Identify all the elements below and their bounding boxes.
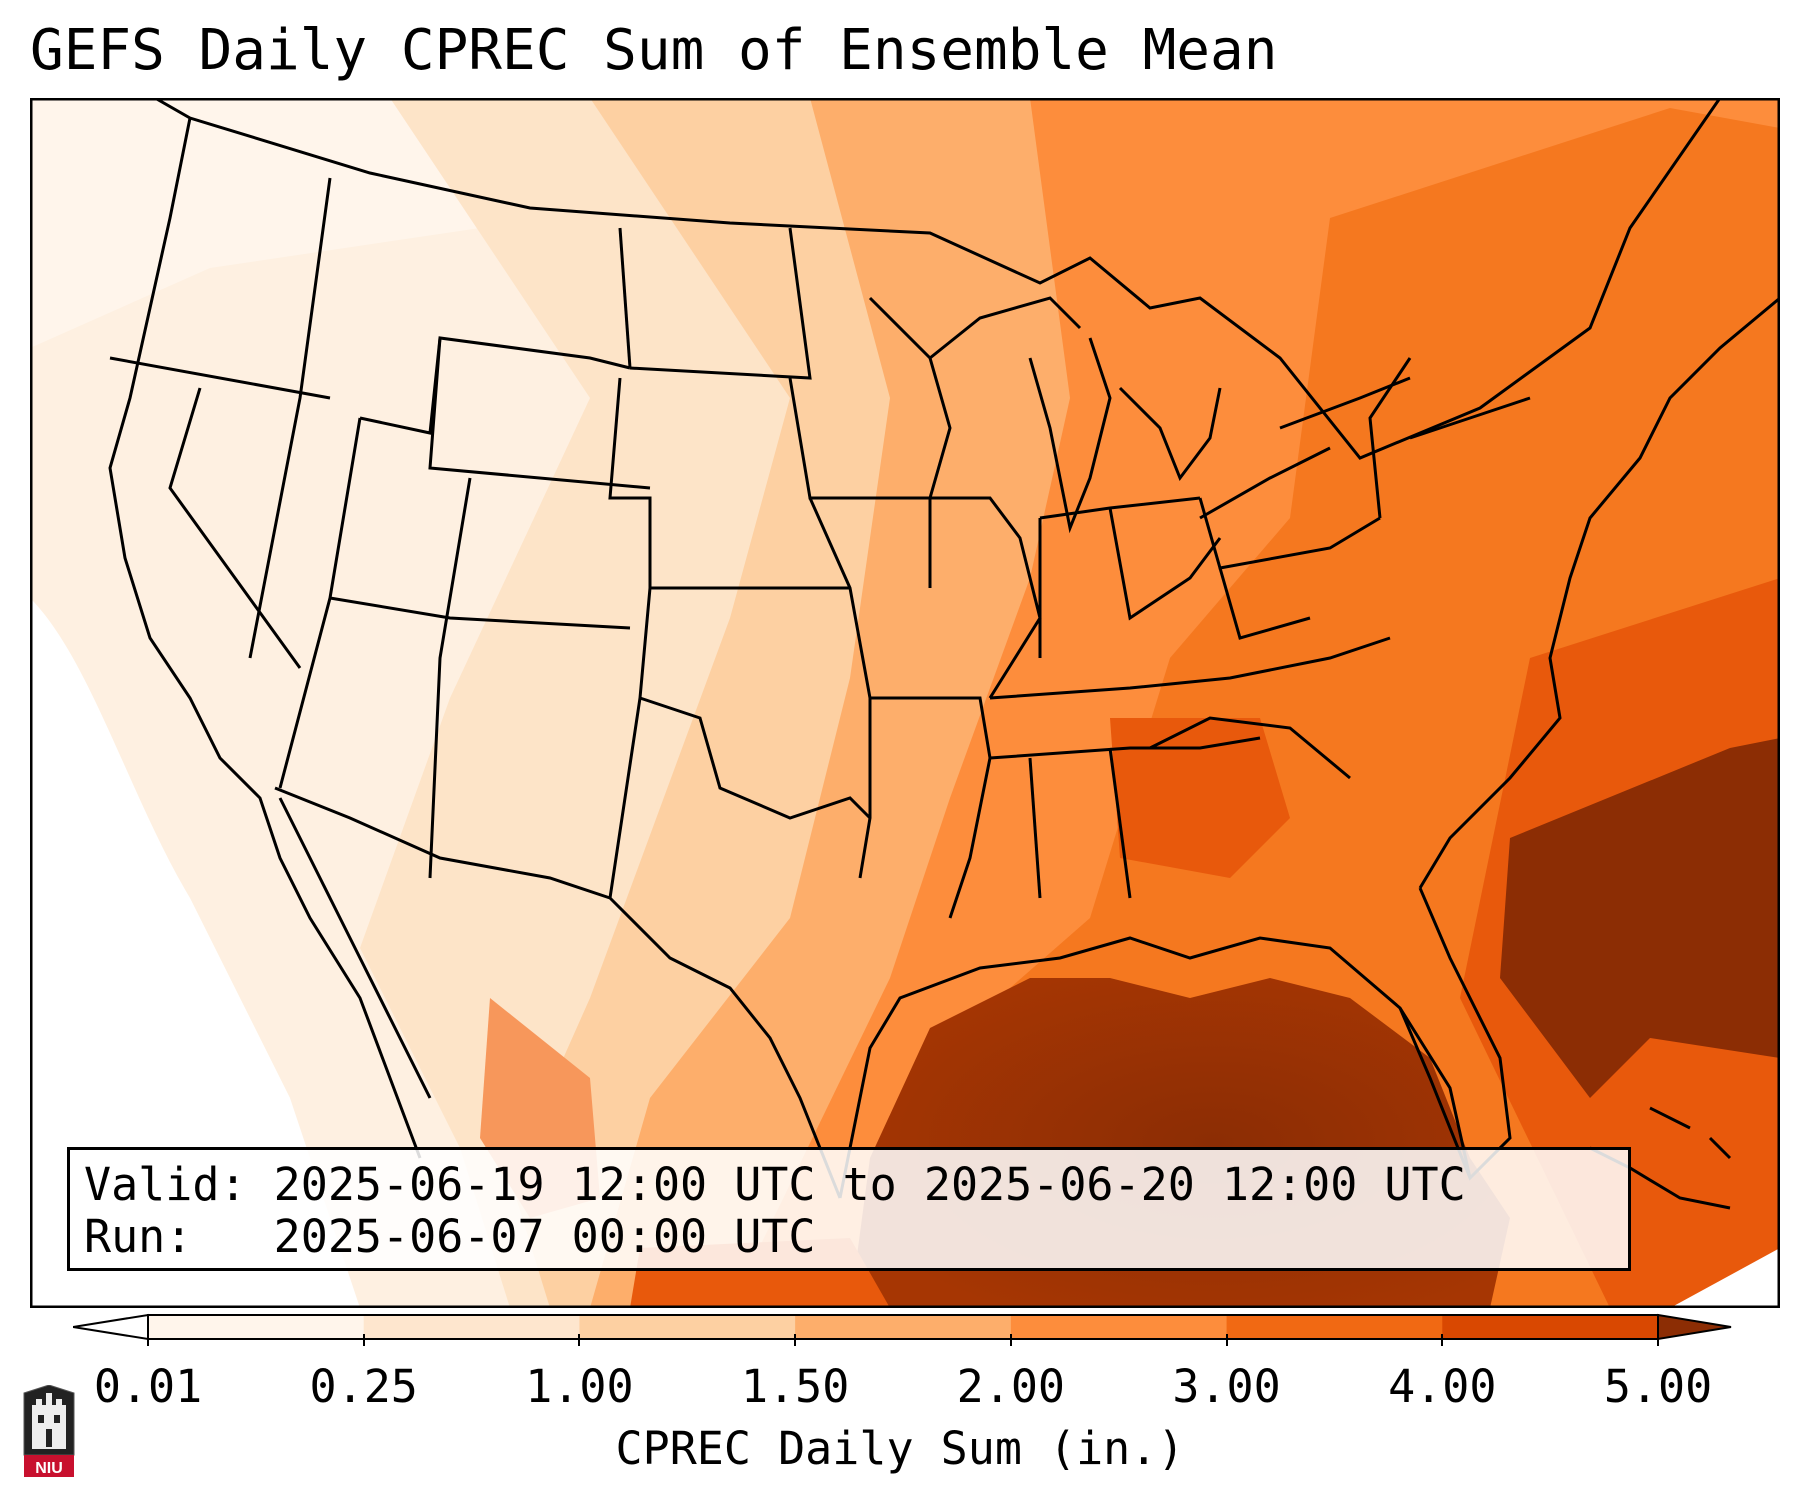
colorbar-segment xyxy=(148,1315,365,1339)
niu-logo: NIU xyxy=(23,1385,75,1477)
colorbar-tick xyxy=(1009,1334,1012,1346)
colorbar-tick xyxy=(1225,1334,1228,1346)
valid-time: Valid: 2025-06-19 12:00 UTC to 2025-06-2… xyxy=(84,1158,1466,1211)
colorbar-tick-label: 1.50 xyxy=(740,1360,850,1413)
colorbar-tick xyxy=(147,1334,149,1346)
colorbar-tick xyxy=(578,1334,581,1346)
colorbar-segment xyxy=(795,1315,1012,1339)
map-border xyxy=(30,98,1780,1308)
colorbar-segment xyxy=(579,1315,796,1339)
colorbar-segment xyxy=(1226,1315,1443,1339)
colorbar-tick-label: 2.00 xyxy=(956,1360,1066,1413)
colorbar-tick-label: 0.25 xyxy=(309,1360,418,1413)
colorbar-over-arrow xyxy=(1657,1313,1732,1341)
colorbar-segment xyxy=(1010,1315,1228,1339)
colorbar-under-arrow xyxy=(73,1313,149,1341)
boundaries xyxy=(108,98,1780,1199)
colorbar-label: CPREC Daily Sum (in.) xyxy=(615,1422,1185,1475)
colorbar-segment xyxy=(363,1315,580,1339)
colorbar-tick xyxy=(1657,1334,1659,1346)
colorbar-tick-label: 3.00 xyxy=(1172,1360,1281,1413)
colorbar-tick-label: 4.00 xyxy=(1388,1360,1497,1413)
info-box: Valid: 2025-06-19 12:00 UTC to 2025-06-2… xyxy=(67,1147,1631,1271)
colorbar-tick-label: 5.00 xyxy=(1603,1360,1713,1413)
precip-map xyxy=(30,98,1780,1308)
colorbar-tick-label: 1.00 xyxy=(525,1360,634,1413)
svg-text:NIU: NIU xyxy=(35,1460,63,1477)
colorbar xyxy=(73,1313,1732,1341)
colorbar-outline xyxy=(147,1314,1659,1340)
run-time: Run: 2025-06-07 00:00 UTC xyxy=(84,1210,816,1263)
chart-title: GEFS Daily CPREC Sum of Ensemble Mean xyxy=(30,18,1278,83)
map-canvas xyxy=(30,98,1780,1308)
colorbar-tick xyxy=(794,1334,797,1346)
colorbar-tick xyxy=(1441,1334,1444,1346)
colorbar-segment xyxy=(1442,1315,1659,1339)
colorbar-tick-label: 0.01 xyxy=(93,1360,203,1413)
precip-field xyxy=(30,98,1780,1308)
colorbar-tick xyxy=(362,1334,365,1346)
